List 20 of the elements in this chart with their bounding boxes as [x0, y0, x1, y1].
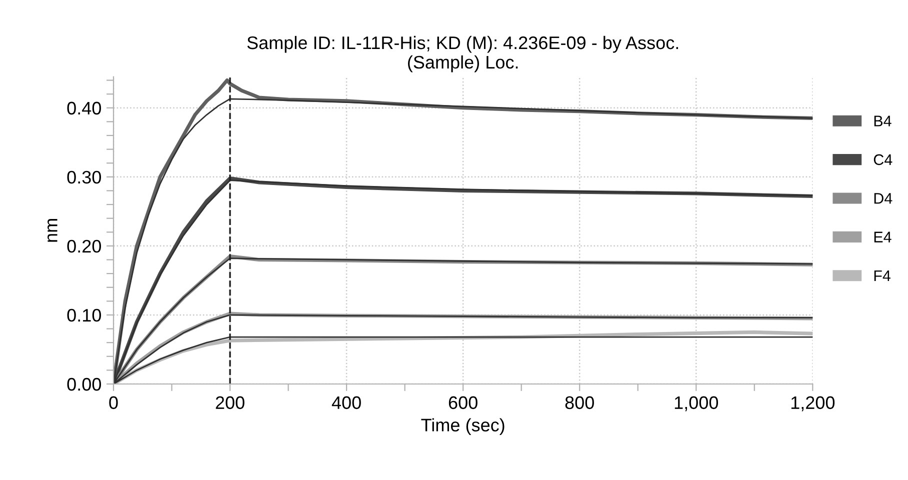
x-tick-label: 400 — [332, 396, 361, 410]
x-axis-title: Time (sec) — [421, 418, 504, 436]
y-axis-title: nm — [48, 219, 58, 242]
x-tick-label: 0 — [109, 396, 118, 410]
x-tick-label: 1,000 — [674, 396, 718, 412]
x-tick-label: 1,200 — [791, 396, 835, 412]
legend-label: B4 — [874, 116, 892, 126]
y-tick-label: 0.00 — [67, 378, 101, 391]
chart-title: Sample ID: IL-11R-His; KD (M): 4.236E-09 - by Assoc. (Sample) Loc. — [247, 36, 678, 72]
legend-label: E4 — [874, 232, 892, 242]
x-tick-label: 200 — [216, 396, 244, 410]
x-tick-label: 800 — [565, 396, 594, 410]
y-tick-label: 0.20 — [67, 240, 101, 253]
y-tick-label: 0.10 — [67, 308, 101, 322]
y-tick-label: 0.40 — [67, 102, 101, 115]
y-tick-label: 0.30 — [67, 170, 101, 184]
legend-label: C4 — [874, 154, 892, 166]
legend-label: D4 — [874, 193, 892, 204]
legend-label: F4 — [874, 270, 891, 282]
x-tick-label: 600 — [448, 396, 478, 410]
